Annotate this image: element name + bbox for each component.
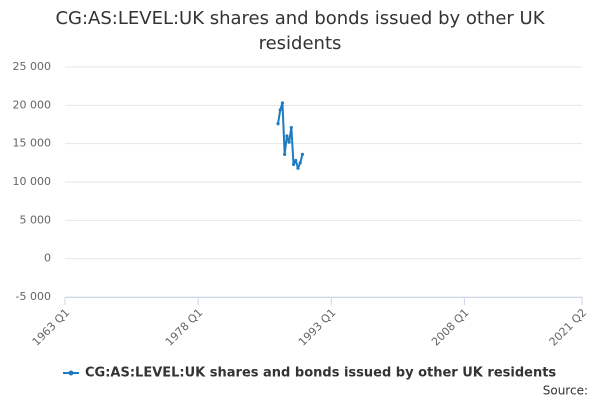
data-point [280,101,285,105]
data-point [300,152,305,156]
y-tick-label: 15 000 [13,137,52,150]
y-tick-label: 5 000 [20,213,52,226]
data-point [298,161,302,165]
x-tick-label: 1978 Q1 [163,306,206,349]
data-point [278,108,282,112]
y-tick-label: 0 [44,252,51,265]
y-tick-label: -5 000 [16,290,51,303]
x-tick-label: 1963 Q1 [30,306,73,349]
data-line [277,102,304,170]
y-tick-label: 10 000 [13,175,52,188]
chart-title: CG:AS:LEVEL:UK shares and bonds issued b… [55,8,545,54]
data-point [294,158,298,163]
data-point [289,125,293,130]
data-point [287,140,291,144]
x-tick-label: 2021 Q2 [547,306,590,349]
y-tick-label: 25 000 [13,60,52,73]
legend-marker [68,370,74,376]
data-point [285,134,289,138]
data-point [296,166,300,170]
x-tick-label: 1993 Q1 [296,306,339,349]
source: Source: [543,384,588,398]
x-tick-label: 2008 Q1 [429,306,472,349]
y-tick-label: 20 000 [13,98,52,111]
data-point [276,122,280,126]
legend-label: CG:AS:LEVEL:UK shares and bonds issued b… [85,366,556,381]
data-point [291,162,296,166]
data-point [283,152,287,156]
